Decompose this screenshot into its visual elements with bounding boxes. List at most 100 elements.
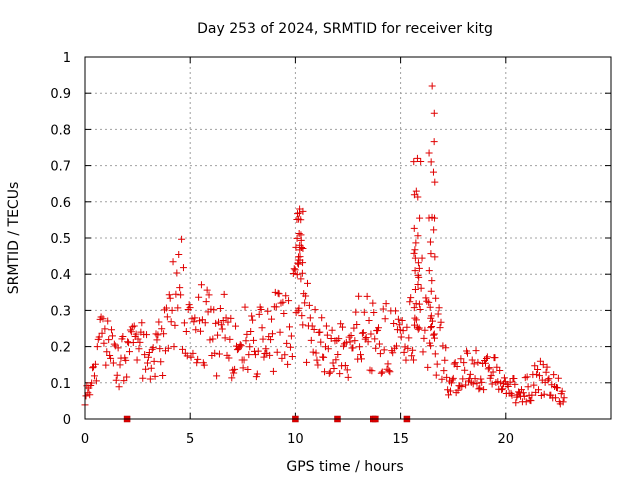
y-tick-label: 0.8 xyxy=(50,123,71,138)
data-point xyxy=(248,312,256,320)
data-point xyxy=(200,361,208,369)
data-point xyxy=(449,374,457,382)
data-point xyxy=(113,371,121,379)
data-point xyxy=(152,330,160,338)
data-point xyxy=(214,331,222,339)
data-point xyxy=(187,353,195,361)
data-point xyxy=(427,250,435,258)
data-point xyxy=(497,379,505,387)
data-point xyxy=(425,214,433,222)
data-point xyxy=(469,380,477,388)
data-point xyxy=(425,267,433,275)
data-point xyxy=(303,358,311,366)
data-point xyxy=(147,364,155,372)
data-point xyxy=(278,354,286,362)
data-point xyxy=(416,305,424,313)
data-point xyxy=(309,348,317,356)
data-point xyxy=(164,344,172,352)
data-point xyxy=(458,383,466,391)
data-point xyxy=(544,376,552,384)
data-point xyxy=(433,360,441,368)
data-point xyxy=(218,325,226,333)
data-point xyxy=(228,374,236,382)
data-point xyxy=(268,330,276,338)
data-point xyxy=(398,316,406,324)
data-point xyxy=(116,361,124,369)
data-point xyxy=(195,293,203,301)
data-point xyxy=(198,316,206,324)
data-point xyxy=(193,359,201,367)
data-point xyxy=(191,314,199,322)
data-point xyxy=(283,339,291,347)
data-point xyxy=(167,318,175,326)
data-point xyxy=(362,333,370,341)
data-point xyxy=(435,304,443,312)
data-point xyxy=(400,348,408,356)
data-point xyxy=(217,321,225,329)
data-point xyxy=(414,232,422,240)
data-point xyxy=(410,356,418,364)
data-point xyxy=(298,269,306,277)
data-point xyxy=(161,306,169,314)
data-point xyxy=(210,306,218,314)
data-point xyxy=(409,346,417,354)
data-point xyxy=(301,299,309,307)
data-point xyxy=(428,323,436,331)
data-point xyxy=(444,386,452,394)
data-point xyxy=(522,398,530,406)
data-point xyxy=(357,355,365,363)
data-point xyxy=(335,335,343,343)
data-point xyxy=(344,373,352,381)
data-point xyxy=(466,370,474,378)
data-point xyxy=(221,334,229,342)
data-point xyxy=(492,378,500,386)
data-point xyxy=(108,326,116,334)
data-point xyxy=(196,317,204,325)
data-point xyxy=(310,326,318,334)
data-point xyxy=(281,351,289,359)
data-point xyxy=(478,378,486,386)
data-point xyxy=(430,226,438,234)
data-point xyxy=(417,284,425,292)
data-point xyxy=(496,366,504,374)
data-point xyxy=(524,383,532,391)
x-tick-label: 5 xyxy=(186,432,194,447)
data-point xyxy=(253,370,261,378)
data-point xyxy=(392,342,400,350)
data-point xyxy=(386,368,394,376)
data-point xyxy=(403,323,411,331)
data-point xyxy=(491,354,499,362)
data-point xyxy=(521,374,529,382)
data-point xyxy=(159,372,167,380)
data-point xyxy=(157,358,165,366)
data-point xyxy=(245,351,253,359)
data-point xyxy=(101,325,109,333)
data-point xyxy=(500,374,508,382)
data-point xyxy=(257,305,265,313)
data-point xyxy=(536,357,544,365)
data-point xyxy=(92,377,100,385)
data-point xyxy=(293,215,301,223)
data-point xyxy=(90,372,98,380)
data-point xyxy=(385,367,393,375)
data-point xyxy=(104,317,112,325)
data-point xyxy=(133,356,141,364)
data-point xyxy=(413,154,421,162)
data-point xyxy=(150,357,158,365)
data-point xyxy=(303,279,311,287)
data-point xyxy=(427,158,435,166)
data-point xyxy=(197,327,205,335)
data-point xyxy=(232,322,240,330)
data-point xyxy=(534,365,542,373)
data-point xyxy=(177,291,185,299)
data-point xyxy=(115,383,123,391)
data-point xyxy=(405,334,413,342)
data-point xyxy=(375,324,383,332)
data-point xyxy=(410,249,418,257)
data-point xyxy=(351,337,359,345)
data-point xyxy=(292,243,300,251)
data-point xyxy=(415,273,423,281)
data-point xyxy=(293,234,301,242)
data-point xyxy=(175,251,183,259)
data-point xyxy=(430,109,438,117)
